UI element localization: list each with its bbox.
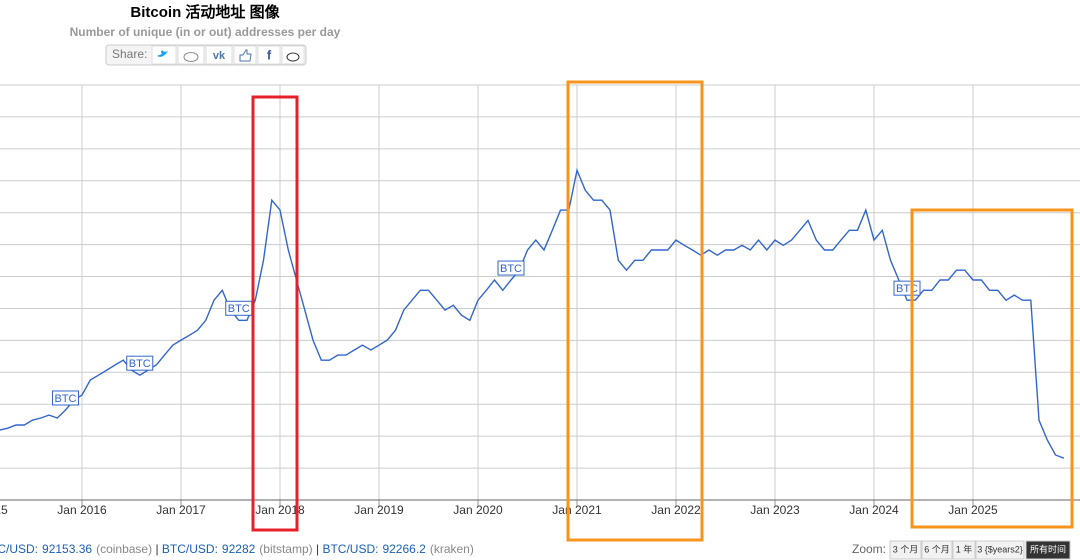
facebook-button[interactable] [257, 45, 281, 65]
highlight-box-orange [910, 208, 1074, 529]
separator: | [152, 542, 162, 556]
ticker-pair: BTC/USD: [322, 542, 378, 556]
zoom-button[interactable] [921, 540, 953, 560]
zoom-bar: Zoom: 3 个月 6 个月 1 年 3 {$years2} 所有时间 [852, 540, 1071, 560]
x-tick-label: Jan 2021 [552, 503, 602, 517]
flag: BTC [893, 280, 921, 296]
ticker-pair: BTC/USD: [0, 542, 38, 556]
flag: BTC [52, 390, 79, 406]
x-tick-label: Jan 2020 [453, 503, 503, 517]
price-ticker: BTC/USD: 92153.36 (coinbase) | BTC/USD: 922… [0, 542, 474, 556]
zoom-button-label: 1 年 [956, 543, 973, 554]
chart-title: Bitcoin 活动地址 图像 [130, 3, 280, 21]
ticker-exchange: (bitstamp) [259, 542, 312, 556]
highlight-box-orange [566, 80, 704, 542]
vk-button[interactable] [205, 45, 233, 65]
x-tick-label: Jan 2025 [948, 503, 998, 517]
plot-area: Jan 2015 Jan 2016 Jan 2017 Jan 2018 Jan 2019… [0, 84, 1080, 517]
zoom-button-label: 所有时间 [1030, 543, 1066, 554]
x-tick-label: Jan 2016 [57, 503, 107, 517]
ticker-text: BTC/USD: 92153.36 (coinbase) | BTC/USD: 922… [0, 542, 474, 556]
weibo-button[interactable] [281, 45, 305, 65]
ticker-exchange: (coinbase) [96, 542, 152, 556]
flag-label: BTC [896, 283, 918, 295]
x-tick-label: Jan 2015 [0, 503, 8, 517]
flag-label: BTC [500, 263, 522, 275]
zoom-button-label: 6 个月 [924, 544, 950, 554]
reddit-icon [183, 52, 199, 62]
vk-icon: vk [213, 50, 226, 62]
zoom-button-label: 3 {$years2} [977, 544, 1023, 554]
x-tick-label: Jan 2017 [156, 503, 206, 517]
zoom-button-label: 3 个月 [893, 544, 919, 554]
flag-box [126, 355, 154, 371]
flag-label: BTC [228, 303, 250, 315]
flag-box [497, 260, 525, 276]
facebook-icon: f [267, 47, 272, 62]
ticker-price: 92153.36 [42, 542, 92, 556]
flag: BTC [126, 355, 154, 371]
zoom-button[interactable] [889, 540, 922, 560]
x-tick-label: Jan 2023 [750, 503, 800, 517]
flag: BTC [225, 300, 253, 316]
x-tick-label: Jan 2019 [354, 503, 404, 517]
ticker-price: 92282 [222, 542, 256, 556]
flag-box [52, 390, 79, 406]
x-tick-label: Jan 2024 [849, 503, 899, 517]
like-icon [239, 49, 252, 62]
ticker-pair: BTC/USD: [162, 542, 218, 556]
ticker-exchange: (kraken) [430, 542, 474, 556]
weibo-icon [286, 52, 300, 62]
share-bar: Share: vk f [105, 44, 307, 66]
flag-label: BTC [55, 393, 77, 405]
chart-subtitle: Number of unique (in or out) addresses p… [70, 25, 341, 39]
x-tick-label: Jan 2018 [255, 503, 305, 517]
zoom-button[interactable] [975, 540, 1025, 560]
zoom-button[interactable] [952, 540, 976, 560]
data-line [0, 167, 1065, 459]
share-label: Share: [112, 47, 147, 61]
flag-label: BTC [129, 358, 151, 370]
zoom-label: Zoom: [852, 542, 886, 556]
zoom-button[interactable] [1025, 540, 1071, 560]
flag: BTC [497, 260, 525, 276]
separator: | [313, 542, 323, 556]
highlight-box-red [251, 95, 299, 532]
x-tick-label: Jan 2022 [651, 503, 701, 517]
twitter-icon [157, 50, 168, 57]
ticker-price: 92266.2 [382, 542, 426, 556]
